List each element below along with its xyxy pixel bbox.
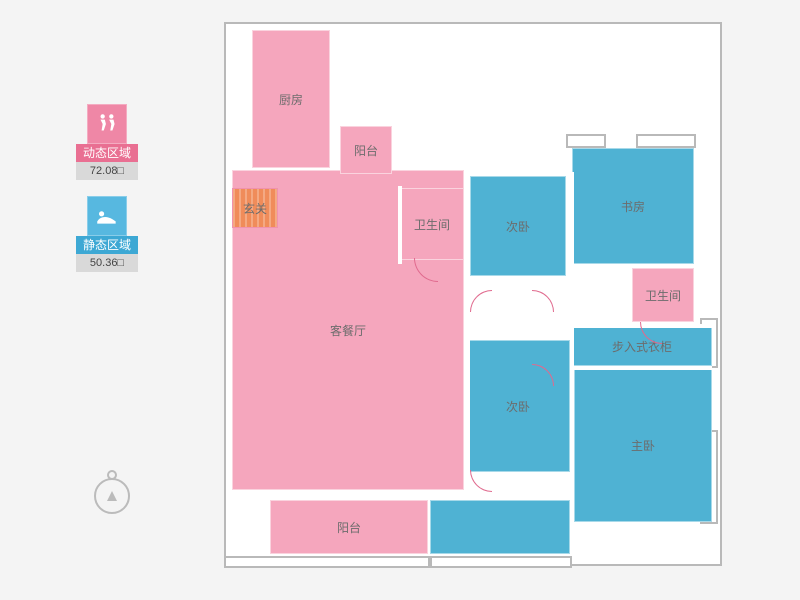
- legend-value: 72.08□: [76, 162, 138, 180]
- sleep-icon: [87, 196, 127, 236]
- room-label: 次卧: [506, 218, 530, 235]
- room-label: 卫生间: [645, 287, 681, 304]
- room-bath2: 卫生间: [632, 268, 694, 322]
- room-label: 阳台: [354, 142, 378, 159]
- room-bath1: 卫生间: [400, 188, 464, 260]
- people-icon: [87, 104, 127, 144]
- interior-wall: [628, 264, 696, 268]
- room-label: 步入式衣柜: [612, 338, 672, 355]
- legend-title: 静态区域: [76, 236, 138, 254]
- floorplan-stage: 客餐厅厨房阳台卫生间次卧书房卫生间步入式衣柜次卧主卧阳台玄关动态区域72.08□…: [0, 0, 800, 600]
- interior-wall: [464, 172, 470, 480]
- wall-projection: [430, 556, 572, 568]
- legend-static: 静态区域50.36□: [76, 196, 138, 272]
- room-kitchen: 厨房: [252, 30, 330, 168]
- wall-projection: [636, 134, 696, 148]
- room-study: 书房: [572, 148, 694, 264]
- room-bed2a: 次卧: [470, 176, 566, 276]
- legend-title: 动态区域: [76, 144, 138, 162]
- compass-icon: [94, 478, 130, 514]
- room-entrance: 玄关: [232, 188, 278, 228]
- interior-wall: [398, 186, 402, 264]
- room-label: 书房: [621, 198, 645, 215]
- room-balcony_bottom_r: [430, 500, 570, 554]
- interior-wall: [232, 490, 572, 494]
- room-label: 主卧: [631, 437, 655, 454]
- room-label: 卫生间: [414, 216, 450, 233]
- legend-value: 50.36□: [76, 254, 138, 272]
- room-label: 厨房: [279, 91, 303, 108]
- room-label: 客餐厅: [330, 322, 366, 339]
- room-master: 主卧: [574, 368, 712, 522]
- wall-projection: [224, 556, 430, 568]
- legend-dynamic: 动态区域72.08□: [76, 104, 138, 180]
- interior-wall: [570, 366, 712, 370]
- room-label: 玄关: [243, 200, 267, 217]
- room-label: 次卧: [506, 398, 530, 415]
- interior-wall: [570, 172, 574, 372]
- room-label: 阳台: [337, 519, 361, 536]
- room-bed2b: 次卧: [466, 340, 570, 472]
- room-balcony_bottom_l: 阳台: [270, 500, 428, 554]
- room-balcony_top: 阳台: [340, 126, 392, 174]
- wall-projection: [566, 134, 606, 148]
